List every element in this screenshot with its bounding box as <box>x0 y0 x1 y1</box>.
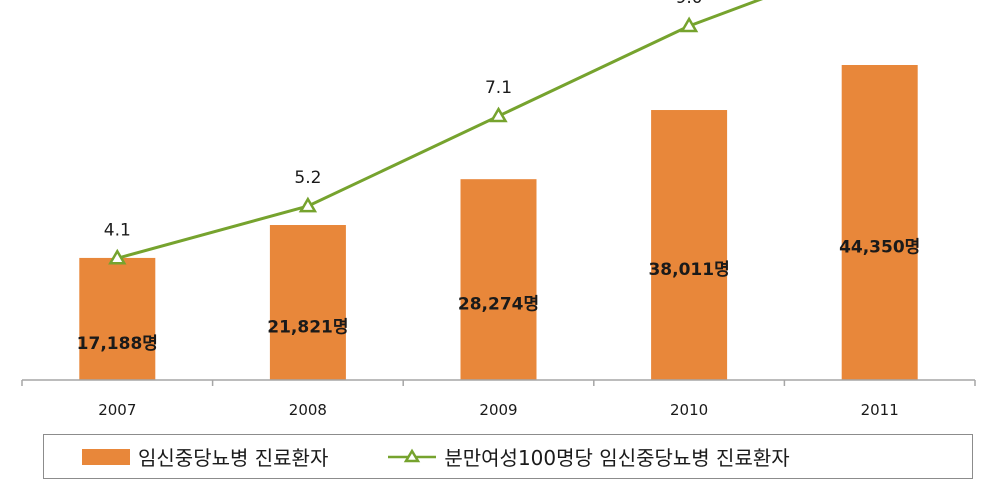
legend-item-bar: 임신중당뇨병 진료환자 <box>82 442 328 471</box>
line-value-label: 5.2 <box>294 168 321 188</box>
bar-2010 <box>651 110 728 380</box>
legend: 임신중당뇨병 진료환자 분만여성100명당 임신중당뇨병 진료환자 <box>43 434 973 479</box>
line-point <box>298 196 318 213</box>
line-point <box>679 16 699 33</box>
line-value-label: 9.0 <box>676 0 703 8</box>
bar-value-label: 21,821명 <box>267 318 348 338</box>
line-value-label: 7.1 <box>485 78 512 98</box>
bar-2008 <box>269 225 346 380</box>
bar-value-label: 38,011명 <box>648 260 729 280</box>
legend-line-swatch <box>388 448 437 462</box>
x-tick-label: 2007 <box>98 401 136 419</box>
legend-item-line: 분만여성100명당 임신중당뇨병 진료환자 <box>388 442 790 471</box>
legend-line-label: 분만여성100명당 임신중당뇨병 진료환자 <box>444 446 790 470</box>
legend-bar-swatch <box>82 448 130 465</box>
line-series <box>108 0 764 265</box>
line-value-label: 4.1 <box>104 220 131 240</box>
x-tick-label: 2008 <box>289 401 327 419</box>
line-labels: 4.15.27.19.010.5 <box>104 0 703 240</box>
bar-series <box>79 65 918 380</box>
line-point <box>489 106 508 123</box>
line-point <box>108 248 127 265</box>
bar-value-label: 28,274명 <box>458 295 539 315</box>
x-tick-label: 2010 <box>670 401 708 419</box>
bar-2007 <box>79 257 156 380</box>
bar-2009 <box>460 179 537 380</box>
bar-value-label: 17,188명 <box>77 334 158 354</box>
x-axis-ticks: 2007 2008 2009 2010 2011 <box>21 380 976 419</box>
x-tick-label: 2011 <box>861 401 899 419</box>
bar-labels: 17,188명 21,821명 28,274명 38,011명 44,350명 <box>77 238 921 354</box>
bar-value-label: 44,350명 <box>839 238 920 258</box>
legend-bar-label: 임신중당뇨병 진료환자 <box>138 446 329 470</box>
x-tick-label: 2009 <box>479 401 517 419</box>
bar-2011 <box>841 65 918 380</box>
